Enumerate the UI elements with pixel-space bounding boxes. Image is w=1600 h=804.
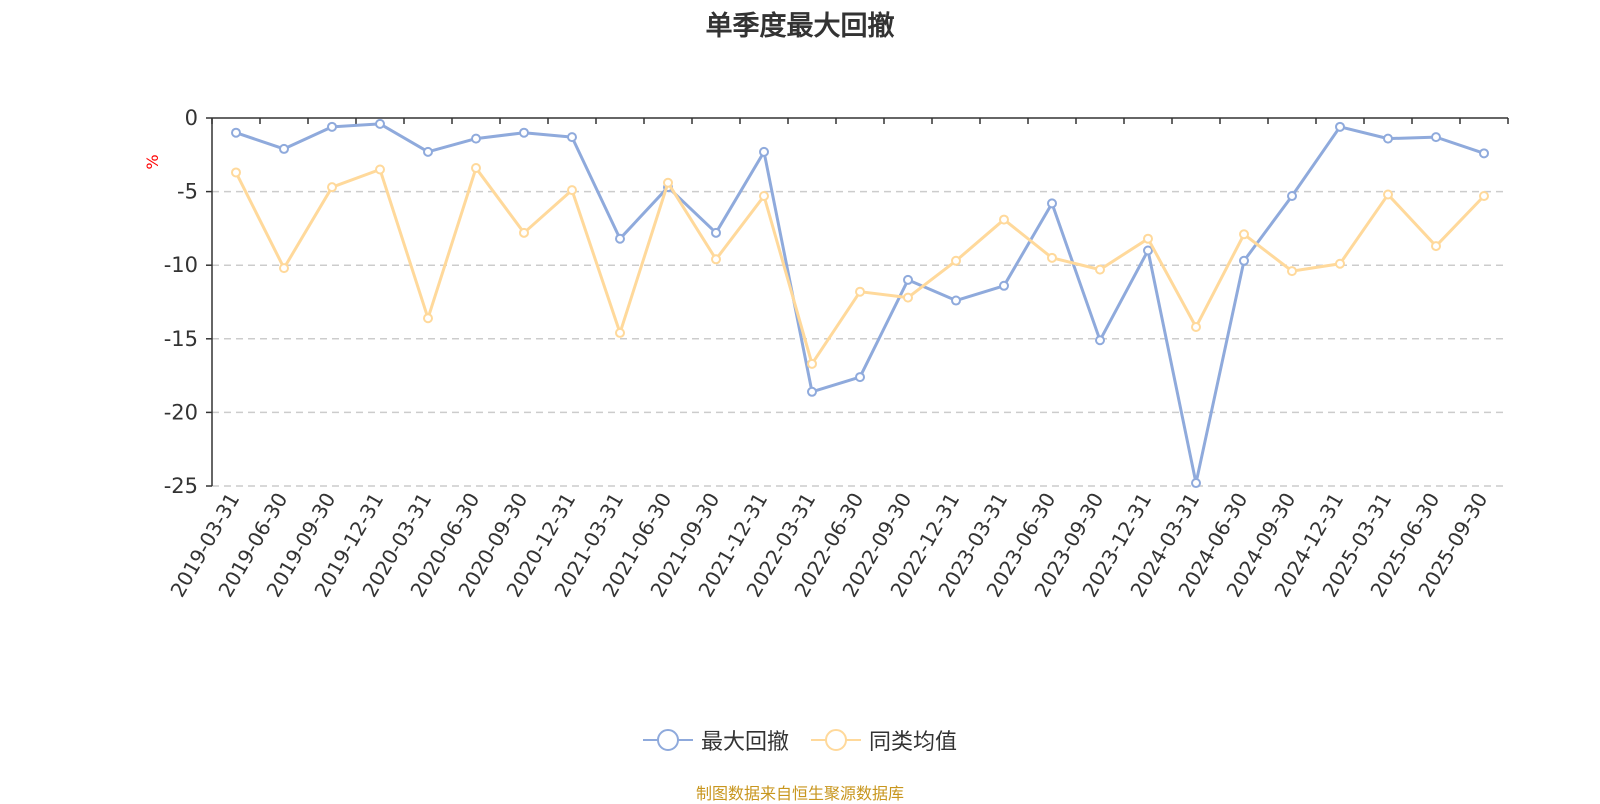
data-point bbox=[951, 295, 961, 306]
y-tick-label: -20 bbox=[164, 400, 198, 424]
data-point bbox=[231, 127, 241, 138]
legend-label: 同类均值 bbox=[869, 730, 958, 755]
data-point bbox=[375, 164, 385, 175]
data-point bbox=[1191, 322, 1201, 333]
legend-item-1[interactable]: 最大回撤 bbox=[642, 724, 789, 756]
data-point bbox=[279, 143, 289, 154]
data-point bbox=[327, 182, 337, 193]
y-axis-unit: % bbox=[143, 154, 162, 169]
source-note: 制图数据来自恒生聚源数据库 bbox=[695, 784, 904, 803]
data-point bbox=[231, 167, 241, 178]
chart-title: 单季度最大回撤 bbox=[705, 11, 895, 42]
data-point bbox=[615, 327, 625, 338]
data-point bbox=[759, 146, 769, 157]
data-point bbox=[663, 177, 673, 188]
data-point bbox=[903, 274, 913, 285]
data-point bbox=[1047, 198, 1057, 209]
data-point bbox=[759, 191, 769, 202]
series-lines bbox=[231, 118, 1489, 489]
data-point bbox=[615, 233, 625, 244]
data-point bbox=[1335, 258, 1345, 269]
data-point bbox=[1335, 121, 1345, 132]
data-point bbox=[519, 227, 529, 238]
data-point bbox=[519, 127, 529, 138]
y-tick-label: -5 bbox=[177, 180, 198, 204]
data-point bbox=[951, 255, 961, 266]
data-point bbox=[711, 254, 721, 265]
data-point bbox=[1383, 189, 1393, 200]
data-point bbox=[1095, 264, 1105, 275]
legend-swatch-marker bbox=[656, 729, 679, 751]
data-point bbox=[1095, 335, 1105, 346]
data-point bbox=[567, 185, 577, 196]
y-tick-label: 0 bbox=[185, 106, 198, 130]
data-point bbox=[855, 372, 865, 383]
legend-swatch-marker bbox=[825, 729, 847, 751]
data-point bbox=[567, 132, 577, 143]
data-point bbox=[903, 292, 913, 303]
axes: 0-5-10-15-20-252019-03-312019-06-302019-… bbox=[164, 106, 1509, 601]
data-point bbox=[1431, 132, 1441, 143]
data-point bbox=[375, 118, 385, 129]
legend-item-2[interactable]: 同类均值 bbox=[811, 724, 957, 756]
data-point bbox=[711, 227, 721, 238]
line-chart: 0-5-10-15-20-252019-03-312019-06-302019-… bbox=[143, 106, 1509, 601]
data-point bbox=[279, 263, 289, 274]
legend-label: 最大回撤 bbox=[700, 730, 789, 755]
data-point bbox=[1143, 245, 1153, 256]
data-point bbox=[1479, 148, 1489, 159]
data-point bbox=[1239, 255, 1249, 266]
data-point bbox=[423, 146, 433, 157]
data-point bbox=[807, 386, 817, 397]
y-tick-label: -10 bbox=[164, 253, 198, 277]
data-point bbox=[471, 163, 481, 174]
data-point bbox=[423, 313, 433, 324]
data-point bbox=[327, 121, 337, 132]
data-point bbox=[855, 286, 865, 297]
data-point bbox=[1047, 252, 1057, 263]
data-point bbox=[1479, 191, 1489, 202]
data-point bbox=[1143, 233, 1153, 244]
data-point bbox=[1383, 133, 1393, 144]
data-point bbox=[1431, 241, 1441, 252]
y-tick-label: -15 bbox=[164, 327, 198, 351]
legend: 最大回撤 同类均值 bbox=[0, 720, 1600, 760]
data-point bbox=[1191, 478, 1201, 489]
legend-swatch-icon bbox=[642, 729, 693, 751]
data-point bbox=[999, 280, 1009, 291]
data-point bbox=[807, 358, 817, 369]
data-point bbox=[1239, 229, 1249, 240]
data-point bbox=[471, 133, 481, 144]
data-point bbox=[1287, 191, 1297, 202]
data-point bbox=[999, 214, 1009, 225]
legend-swatch-icon bbox=[811, 729, 861, 751]
data-point bbox=[1287, 266, 1297, 277]
grid-lines bbox=[212, 190, 1508, 487]
y-tick-label: -25 bbox=[164, 474, 198, 498]
